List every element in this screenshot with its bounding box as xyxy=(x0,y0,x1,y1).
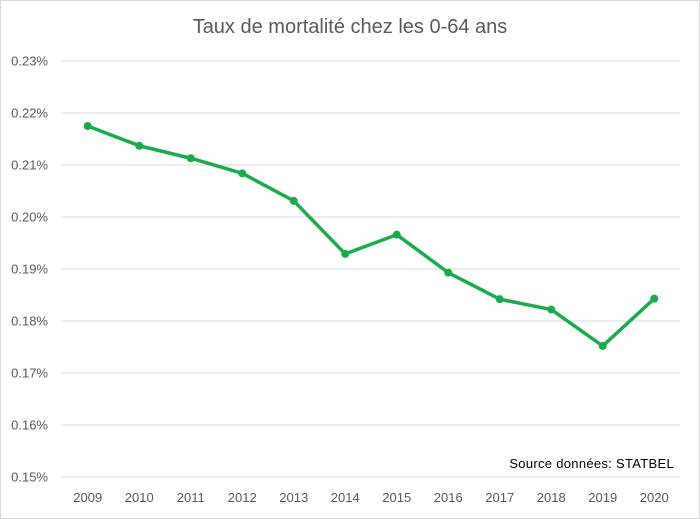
source-annotation: Source données: STATBEL xyxy=(509,456,674,471)
x-tick-label: 2018 xyxy=(537,490,566,505)
data-point xyxy=(598,341,607,350)
x-tick-label: 2020 xyxy=(640,490,669,505)
y-tick-label: 0.16% xyxy=(11,418,48,433)
data-point xyxy=(547,305,556,314)
y-tick-label: 0.18% xyxy=(11,314,48,329)
chart-title: Taux de mortalité chez les 0-64 ans xyxy=(192,16,508,38)
y-tick-label: 0.17% xyxy=(11,366,48,381)
x-tick-label: 2013 xyxy=(279,490,308,505)
data-point xyxy=(444,268,453,277)
series-line xyxy=(86,124,656,348)
x-tick-label: 2019 xyxy=(588,490,617,505)
y-tick-label: 0.22% xyxy=(11,106,48,121)
y-tick-label: 0.19% xyxy=(11,262,48,277)
x-tick-label: 2017 xyxy=(485,490,514,505)
data-point xyxy=(186,154,195,163)
y-axis-ticks: 0.15% 0.16% 0.17% 0.18% 0.19% 0.20% 0.21% 0.22%… xyxy=(11,54,48,485)
x-tick-label: 2011 xyxy=(177,490,205,505)
y-tick-label: 0.20% xyxy=(11,210,48,225)
x-tick-label: 2009 xyxy=(73,490,102,505)
data-point xyxy=(289,196,298,205)
x-tick-label: 2014 xyxy=(331,490,360,505)
x-tick-label: 2010 xyxy=(125,490,154,505)
data-point xyxy=(495,295,504,304)
data-point xyxy=(650,294,659,303)
y-tick-label: 0.23% xyxy=(11,54,48,69)
gridlines xyxy=(62,60,680,478)
x-tick-label: 2016 xyxy=(434,490,463,505)
x-tick-label: 2015 xyxy=(382,490,411,505)
x-axis-ticks: 2009 2010 2011 2012 2013 2014 2015 2016 2017 2018… xyxy=(73,490,668,505)
data-points xyxy=(83,122,659,350)
data-point xyxy=(238,169,247,178)
data-point xyxy=(392,230,401,239)
y-tick-label: 0.21% xyxy=(11,158,48,173)
x-tick-label: 2012 xyxy=(228,490,257,505)
data-point xyxy=(135,141,144,150)
y-tick-label: 0.15% xyxy=(11,470,48,485)
data-point xyxy=(341,249,350,258)
data-point xyxy=(83,122,92,130)
